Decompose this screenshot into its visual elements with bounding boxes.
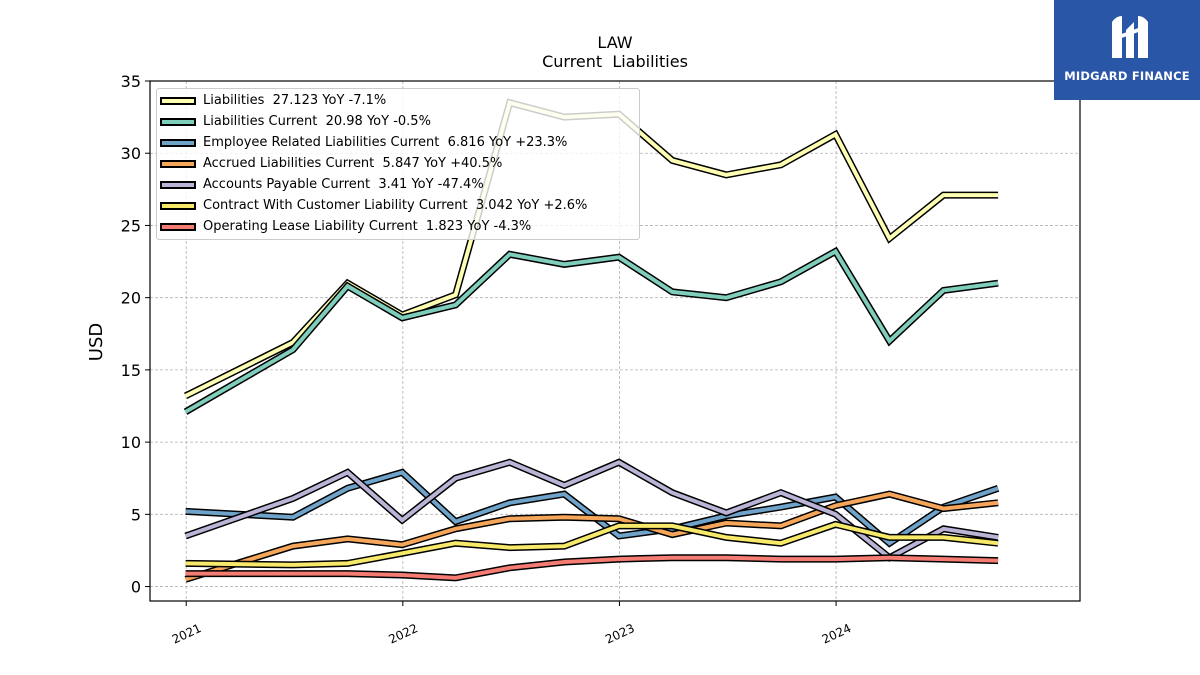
legend-swatch [160,118,196,126]
x-tick-label: 2022 [386,621,420,647]
series-6 [185,520,999,569]
legend-swatch [160,223,196,231]
legend-swatch [160,97,196,105]
legend-label: Accrued Liabilities Current 5.847 YoY +4… [203,156,503,171]
series-3 [185,468,1000,548]
y-tick-label: 0 [131,578,141,597]
y-tick-label: 35 [121,72,141,91]
series-5 [184,458,999,562]
series-layer [183,98,1000,583]
legend-item: Accounts Payable Current 3.41 YoY -47.4% [157,175,639,195]
legend-label: Operating Lease Liability Current 1.823 … [203,219,532,234]
series-7 [185,554,999,582]
y-tick-label: 5 [131,505,141,524]
legend-swatch [160,160,196,168]
y-axis-label: USD [86,323,107,361]
y-tick-label: 25 [121,216,141,235]
x-tick-label: 2024 [820,621,854,647]
legend-label: Liabilities Current 20.98 YoY -0.5% [203,114,431,129]
legend-item: Employee Related Liabilities Current 6.8… [157,133,639,153]
series-line [185,470,999,546]
legend-label: Accounts Payable Current 3.41 YoY -47.4% [203,177,484,192]
legend-item: Contract With Customer Liability Current… [157,196,639,216]
series-line [184,248,999,414]
series-line [185,555,999,580]
plot-frame [149,80,1081,602]
series-line [185,492,999,582]
x-tick-label: 2021 [170,621,204,647]
legend-swatch [160,202,196,210]
brand-logo: MIDGARD FINANCE [1054,0,1200,100]
legend-item: Accrued Liabilities Current 5.847 YoY +4… [157,154,639,174]
brand-name: MIDGARD FINANCE [1064,69,1190,83]
series-2 [183,246,999,415]
midgard-logo-icon [1112,16,1148,58]
x-tick-label: 2023 [603,621,637,647]
legend-item: Liabilities Current 20.98 YoY -0.5% [157,112,639,132]
legend-item: Liabilities 27.123 YoY -7.1% [157,91,639,111]
legend-label: Liabilities 27.123 YoY -7.1% [203,93,387,108]
chart-subtitle: Current Liabilities [542,52,688,71]
chart-title: LAW [597,33,632,52]
series-line [185,522,999,567]
series-line [184,460,999,561]
legend-swatch [160,181,196,189]
y-tick-label: 10 [121,433,141,452]
y-tick-label: 20 [121,289,141,308]
legend-label: Employee Related Liabilities Current 6.8… [203,135,568,150]
y-tick-label: 30 [121,144,141,163]
legend-item: Operating Lease Liability Current 1.823 … [157,217,639,237]
series-4 [184,490,999,583]
legend: Liabilities 27.123 YoY -7.1% Liabilities … [156,88,640,240]
y-tick-label: 15 [121,361,141,380]
legend-label: Contract With Customer Liability Current… [203,198,588,213]
legend-swatch [160,139,196,147]
